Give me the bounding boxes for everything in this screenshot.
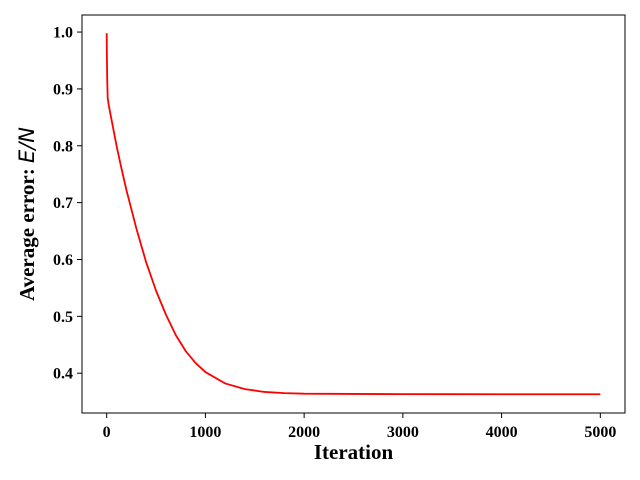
series-group: [105, 33, 601, 396]
plot-area-frame: [81, 14, 626, 414]
y-tick-label: 0.5: [53, 309, 73, 326]
y-axis-label: Average error: E/N: [15, 127, 39, 301]
y-axis-label-prefix: Average error:: [15, 163, 39, 301]
x-tick-label: 5000: [584, 424, 616, 441]
y-tick-label: 0.6: [53, 252, 73, 269]
y-tick-label: 0.9: [53, 81, 73, 98]
x-tick-label: 2000: [288, 424, 320, 441]
series-line: [105, 33, 601, 396]
y-tick-label: 1.0: [53, 25, 73, 42]
x-tick-label: 4000: [486, 424, 518, 441]
y-axis-ticks: 0.4 0.5 0.6 0.7 0.8 0.9 1.0: [53, 25, 82, 383]
y-axis-label-math: E/N: [15, 127, 39, 163]
x-tick-label: 1000: [189, 424, 221, 441]
x-axis-ticks: 0 1000 2000 3000 4000 5000: [103, 413, 616, 441]
y-tick-label: 0.4: [53, 366, 73, 383]
x-axis-label: Iteration: [314, 440, 394, 464]
y-tick-label: 0.8: [53, 138, 73, 155]
y-tick-label: 0.7: [53, 195, 73, 212]
x-tick-label: 0: [103, 424, 111, 441]
x-tick-label: 3000: [387, 424, 419, 441]
